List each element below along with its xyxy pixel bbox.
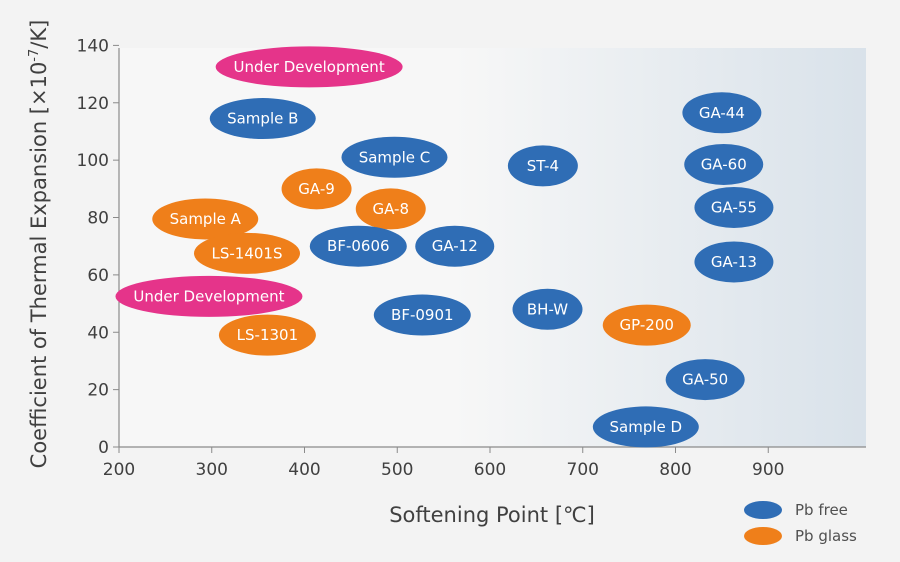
legend-label-pb-free: Pb free: [795, 501, 848, 519]
data-point-label: BF-0606: [327, 237, 390, 255]
y-tick-label: 60: [87, 266, 109, 286]
y-axis-title: Coefficient of Thermal Expansion [×10-7/…: [27, 20, 51, 469]
data-point: GA-50: [665, 359, 745, 401]
data-point-bubble: [115, 275, 303, 317]
x-tick-label: 600: [474, 460, 506, 480]
data-point: LS-1301: [218, 314, 316, 356]
y-tick-label: 20: [87, 381, 109, 401]
data-point-label: GA-44: [699, 104, 745, 122]
data-point-bubble: [215, 46, 403, 88]
data-point-label: LS-1401S: [211, 244, 282, 262]
data-point-label: GA-50: [682, 371, 728, 389]
data-point: GP-200: [602, 304, 691, 346]
y-tick-label: 100: [77, 151, 109, 171]
data-point-label: GA-55: [711, 198, 757, 216]
data-point-label: GA-60: [701, 155, 747, 173]
data-point-bubble: [665, 359, 745, 401]
y-tick-label: 140: [77, 36, 109, 56]
data-point-bubble: [218, 314, 316, 356]
legend: Pb free Pb glass: [744, 501, 857, 545]
y-axis-title-tail: /K]: [27, 20, 51, 49]
legend-swatch-pb-glass: [744, 527, 782, 545]
data-point: Sample A: [152, 198, 259, 240]
x-tick-label: 700: [567, 460, 599, 480]
data-point-bubble: [415, 225, 495, 267]
data-point: GA-8: [355, 188, 426, 230]
data-point: GA-60: [684, 143, 764, 185]
legend-swatch-pb-free: [744, 501, 782, 519]
axes: [118, 48, 866, 448]
data-point-label: Under Development: [234, 58, 385, 76]
y-ticks: 0 20 40 60 80 100 120 140: [77, 36, 119, 458]
data-point-bubble: [281, 168, 352, 210]
data-point-label: GA-12: [432, 237, 478, 255]
data-point-label: GA-8: [372, 200, 409, 218]
x-axis-title: Softening Point [℃]: [389, 503, 595, 527]
data-point: GA-12: [415, 225, 495, 267]
x-tick-label: 900: [752, 460, 784, 480]
y-tick-label: 120: [77, 94, 109, 114]
data-point-bubble: [193, 232, 300, 274]
data-point-bubble: [684, 143, 764, 185]
data-points: Under Development Sample B GA-44 Sample C ST…: [115, 46, 774, 448]
x-tick-label: 500: [381, 460, 413, 480]
data-point-bubble: [341, 136, 448, 178]
data-point: Sample B: [209, 98, 316, 140]
data-point-bubble: [694, 241, 774, 283]
data-point-bubble: [682, 92, 762, 134]
data-point: ST-4: [507, 145, 578, 187]
data-point: GA-55: [694, 186, 774, 228]
data-point-label: BF-0901: [391, 306, 454, 324]
data-point: BH-W: [512, 288, 583, 330]
data-point-bubble: [209, 98, 316, 140]
data-point: GA-9: [281, 168, 352, 210]
data-point-label: Sample B: [227, 110, 298, 128]
y-tick-label: 0: [98, 438, 109, 458]
y-axis-title-superscript: -7: [27, 49, 42, 62]
data-point-label: BH-W: [527, 300, 568, 318]
data-point-bubble: [355, 188, 426, 230]
data-point-label: LS-1301: [237, 326, 298, 344]
data-point-label: Under Development: [133, 287, 284, 305]
data-point: BF-0606: [309, 225, 407, 267]
y-tick-label: 40: [87, 323, 109, 343]
data-point-bubble: [592, 406, 699, 448]
data-point-bubble: [512, 288, 583, 330]
x-tick-label: 800: [659, 460, 691, 480]
data-point-label: Sample C: [359, 148, 430, 166]
data-point-label: ST-4: [527, 157, 559, 175]
data-point: LS-1401S: [193, 232, 300, 274]
data-point-bubble: [373, 294, 471, 336]
x-ticks: 200 300 400 500 600 700 800 900: [103, 447, 784, 480]
data-point-bubble: [694, 186, 774, 228]
x-tick-label: 400: [288, 460, 320, 480]
data-point-label: GA-9: [298, 180, 335, 198]
data-point: Under Development: [115, 275, 303, 317]
data-point: BF-0901: [373, 294, 471, 336]
data-point-bubble: [507, 145, 578, 187]
data-point: Sample D: [592, 406, 699, 448]
data-point-label: GA-13: [711, 253, 757, 271]
data-point: GA-13: [694, 241, 774, 283]
data-point: Under Development: [215, 46, 403, 88]
data-point-label: Sample A: [170, 210, 242, 228]
data-point-bubble: [309, 225, 407, 267]
data-point: GA-44: [682, 92, 762, 134]
legend-label-pb-glass: Pb glass: [795, 527, 857, 545]
x-tick-label: 300: [196, 460, 228, 480]
data-point-label: GP-200: [620, 316, 674, 334]
data-point: Sample C: [341, 136, 448, 178]
x-tick-label: 200: [103, 460, 135, 480]
data-point-bubble: [152, 198, 259, 240]
y-axis-title-main: Coefficient of Thermal Expansion [×10: [27, 62, 51, 469]
data-point-label: Sample D: [610, 418, 683, 436]
y-tick-label: 80: [87, 209, 109, 229]
data-point-bubble: [602, 304, 691, 346]
